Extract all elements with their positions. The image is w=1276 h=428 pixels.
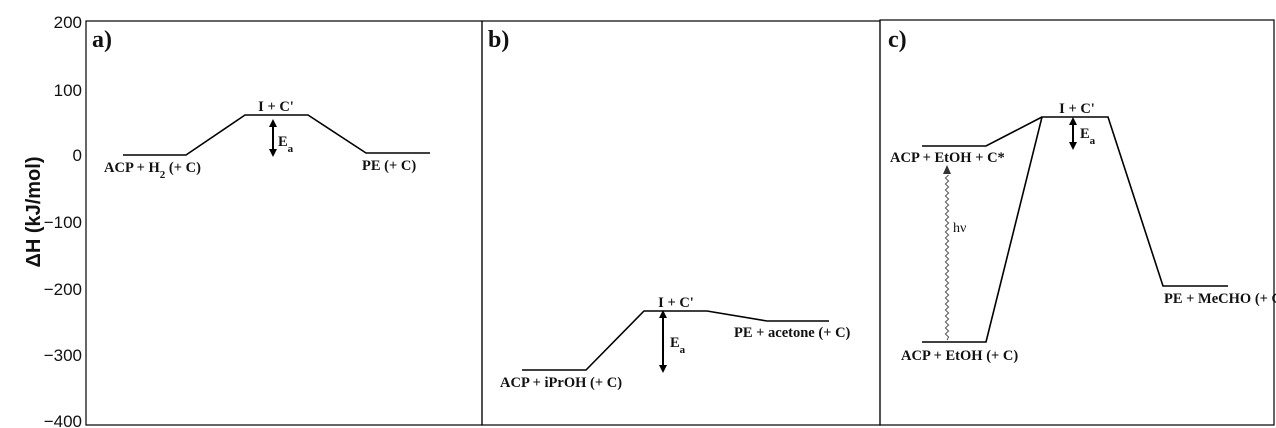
panel-b-energy-path: [522, 310, 829, 371]
panel-c-ts-label: I + C': [1059, 101, 1095, 117]
panel-b-label: b): [488, 27, 509, 53]
panel-c-excited-label: ACP + EtOH + C*: [890, 150, 1005, 166]
panel-b-product-label: PE + acetone (+ C): [734, 325, 851, 341]
photon-excitation-arrow: [944, 174, 950, 341]
y-tick-label: −400: [44, 412, 82, 428]
photon-arrowhead: [943, 165, 951, 174]
y-tick-label: 0: [73, 146, 82, 165]
panel-a-reactant-label: ACP + H2 (+ C): [104, 160, 201, 181]
y-axis-label: ΔH (kJ/mol): [23, 156, 45, 267]
panel-c-excited-path: [922, 116, 1043, 147]
panel-c: Ea I + C' ACP + EtOH + C* ACP + EtOH (+ …: [890, 101, 1276, 364]
y-tick-label: 200: [54, 13, 82, 32]
panel-a-label: a): [92, 27, 112, 53]
panel-a: Ea I + C' ACP + H2 (+ C) PE (+ C): [104, 99, 430, 181]
panel-b-ts-label: I + C': [658, 295, 694, 311]
y-tick-label: 100: [54, 81, 82, 100]
y-tick-label: −300: [44, 346, 82, 365]
y-tick-label: −100: [44, 213, 82, 232]
y-tick-labels: 200 100 0 −100 −200 −300 −400: [44, 13, 82, 428]
panel-a-ts-label: I + C': [258, 99, 294, 115]
panel-c-ea-label: Ea: [1080, 126, 1096, 147]
panel-c-reactant-label: ACP + EtOH (+ C): [901, 348, 1018, 364]
photon-label: hν: [953, 221, 966, 236]
panel-b-frame: [481, 20, 881, 426]
panel-a-energy-path: [123, 114, 430, 156]
panel-b-ea-label: Ea: [670, 335, 686, 356]
panel-b-reactant-label: ACP + iPrOH (+ C): [500, 375, 622, 391]
panel-c-frame: [879, 19, 1275, 426]
panel-c-product-label: PE + MeCHO (+ C): [1164, 291, 1276, 307]
panel-a-product-label: PE (+ C): [362, 158, 416, 174]
panel-c-label: c): [888, 27, 907, 53]
y-tick-label: −200: [44, 280, 82, 299]
panel-b: Ea I + C' ACP + iPrOH (+ C) PE + acetone…: [500, 295, 851, 391]
panel-a-frame: [85, 20, 483, 426]
panel-a-ea-label: Ea: [278, 134, 294, 155]
